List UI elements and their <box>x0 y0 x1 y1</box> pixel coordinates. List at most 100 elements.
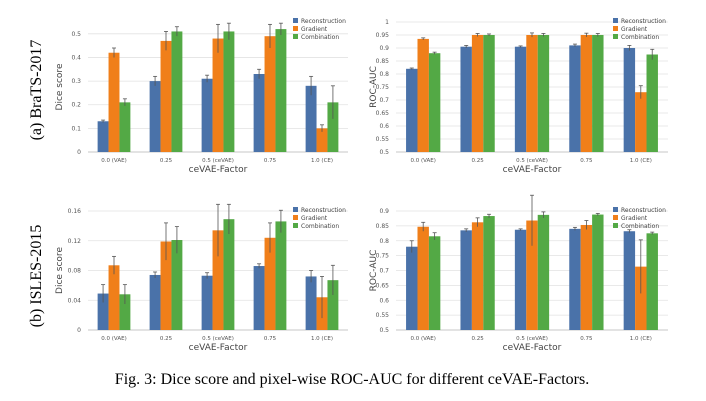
y-axis-label: ROC-AUC <box>369 66 379 108</box>
legend-swatch <box>293 215 298 220</box>
y-tick-label: 0.8 <box>379 71 389 78</box>
bar-gradient <box>264 237 276 330</box>
bar-combination <box>119 102 131 152</box>
x-tick-label: 1.0 (CE) <box>630 158 652 164</box>
x-tick-label: 0.25 <box>160 158 173 164</box>
bar-combination <box>327 280 339 330</box>
y-tick-label: 0 <box>77 149 81 156</box>
x-tick-label: 0.5 (ceVAE) <box>202 158 234 164</box>
y-tick-label: 0.16 <box>68 208 82 215</box>
legend-swatch <box>613 18 618 23</box>
y-tick-label: 0 <box>77 327 81 334</box>
y-tick-label: 0.5 <box>379 327 389 334</box>
legend-swatch <box>613 223 618 228</box>
y-tick-label: 0.85 <box>376 58 390 65</box>
y-tick-label: 0.4 <box>71 54 81 61</box>
bar-reconstruction <box>460 230 472 330</box>
y-tick-label: 0.04 <box>68 297 82 304</box>
y-tick-label: 0.1 <box>71 125 81 132</box>
bar-reconstruction <box>201 78 213 152</box>
bar-combination <box>483 216 495 330</box>
legend-label: Reconstruction <box>301 18 346 25</box>
legend-label: Combination <box>301 34 339 41</box>
bar-gradient <box>417 226 429 330</box>
y-axis-label: ROC-AUC <box>369 250 379 292</box>
x-tick-label: 0.0 (VAE) <box>101 158 126 164</box>
bar-reconstruction <box>623 48 636 152</box>
bar-reconstruction <box>569 45 581 152</box>
y-tick-label: 0.8 <box>379 238 389 245</box>
legend-swatch <box>293 223 298 228</box>
y-tick-label: 0.08 <box>68 268 82 275</box>
figure-caption: Fig. 3: Dice score and pixel-wise ROC-AU… <box>115 371 589 388</box>
bar-combination <box>223 31 235 153</box>
bar-reconstruction <box>305 85 317 152</box>
x-tick-label: 0.0 (VAE) <box>410 336 435 342</box>
bar-reconstruction <box>97 121 109 152</box>
bar-combination <box>483 35 495 152</box>
bar-reconstruction <box>97 293 109 330</box>
x-axis-label: ceVAE-Factor <box>189 165 248 175</box>
bar-combination <box>592 214 604 330</box>
y-tick-label: 0.75 <box>376 84 390 91</box>
bar-gradient <box>635 92 647 152</box>
bar-gradient <box>471 222 484 330</box>
bar-combination <box>428 53 441 153</box>
bar-gradient <box>580 224 593 330</box>
y-tick-label: 0.2 <box>71 102 81 109</box>
legend-swatch <box>293 18 298 23</box>
y-tick-label: 0.9 <box>379 208 389 215</box>
bar-reconstruction <box>514 46 527 153</box>
bar-combination <box>537 214 550 330</box>
y-tick-label: 0.7 <box>379 97 389 104</box>
x-tick-label: 0.0 (VAE) <box>410 158 435 164</box>
bar-gradient <box>635 266 647 330</box>
y-tick-label: 0.85 <box>376 223 390 230</box>
legend-label: Reconstruction <box>621 18 666 25</box>
bar-gradient <box>108 52 120 152</box>
bar-reconstruction <box>253 74 265 152</box>
legend-swatch <box>613 34 618 39</box>
x-tick-label: 0.75 <box>580 336 593 342</box>
bar-gradient <box>212 38 224 152</box>
y-tick-label: 0.6 <box>379 123 389 130</box>
bar-gradient <box>471 35 484 152</box>
x-tick-label: 0.5 (ceVAE) <box>202 336 234 342</box>
legend-swatch <box>613 215 618 220</box>
bar-combination <box>592 35 604 152</box>
panel-brats-dice: 0 0.1 0.2 0.3 0.4 0.5 0.0 (VAE) 0.25 0.5 (ceVAE)… <box>55 18 348 175</box>
bar-combination <box>646 233 658 330</box>
y-tick-label: 0.12 <box>68 238 82 245</box>
y-tick-label: 0.5 <box>71 31 81 38</box>
panel-brats-rocauc: 0.5 0.55 0.6 0.65 0.7 0.75 0.8 0.85 0.9 0.95 1 0.0 … <box>369 18 668 175</box>
bar-reconstruction <box>623 231 636 330</box>
legend-label: Gradient <box>621 26 648 33</box>
bar-combination <box>327 102 339 152</box>
legend-swatch <box>613 26 618 31</box>
y-tick-label: 0.75 <box>376 253 390 260</box>
bar-gradient <box>316 128 328 152</box>
x-tick-label: 0.25 <box>160 336 173 342</box>
bar-reconstruction <box>406 68 418 152</box>
legend-label: Gradient <box>301 26 328 33</box>
bar-combination <box>275 221 287 330</box>
bar-combination <box>428 236 441 330</box>
bar-reconstruction <box>305 276 317 330</box>
y-tick-label: 0.5 <box>379 149 389 156</box>
legend-label: Gradient <box>301 215 328 222</box>
x-axis-label: ceVAE-Factor <box>189 343 248 353</box>
legend-swatch <box>293 207 298 212</box>
bar-reconstruction <box>253 266 265 330</box>
y-axis-label: Dice score <box>55 247 65 294</box>
legend-label: Combination <box>301 223 339 230</box>
x-tick-label: 0.75 <box>264 336 277 342</box>
bar-gradient <box>160 241 172 330</box>
y-tick-label: 0.55 <box>376 136 390 143</box>
x-tick-label: 1.0 (CE) <box>630 336 652 342</box>
bar-reconstruction <box>406 246 418 330</box>
bar-gradient <box>212 230 224 330</box>
legend-label: Gradient <box>621 215 648 222</box>
y-tick-label: 0.55 <box>376 312 390 319</box>
x-tick-label: 0.25 <box>471 158 484 164</box>
bar-reconstruction <box>569 228 581 330</box>
